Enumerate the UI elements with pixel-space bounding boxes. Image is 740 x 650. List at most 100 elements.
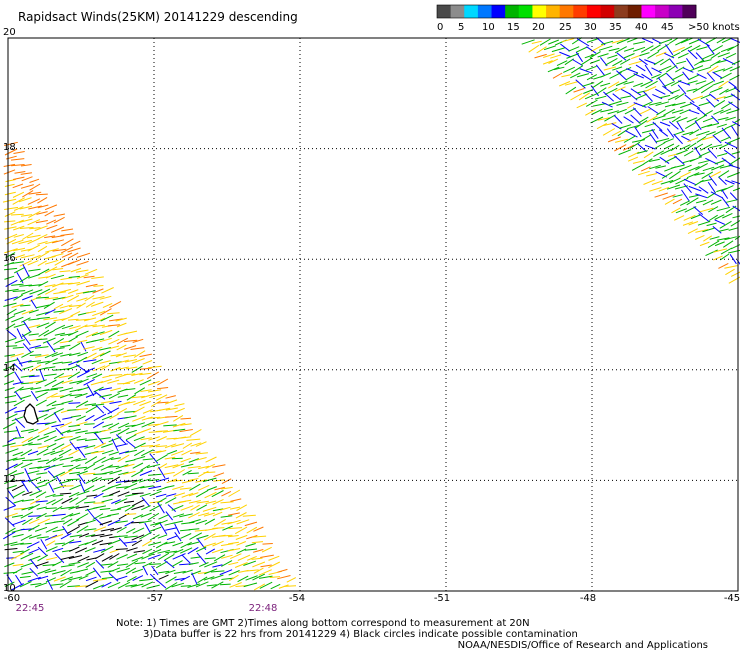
wind-barb — [164, 443, 177, 449]
wind-barb — [45, 477, 57, 485]
wind-barb — [182, 569, 193, 574]
wind-barb — [181, 521, 195, 525]
wind-barb — [679, 200, 691, 206]
wind-barb — [221, 490, 232, 497]
wind-barb — [715, 59, 727, 64]
wind-barb — [711, 44, 723, 52]
wind-barb — [713, 255, 723, 261]
wind-barb — [552, 72, 563, 79]
wind-barb — [85, 576, 97, 582]
wind-barb — [13, 499, 24, 504]
wind-barb — [101, 428, 112, 433]
wind-barb — [100, 563, 113, 566]
wind-barb — [44, 379, 57, 387]
wind-barb — [656, 72, 667, 80]
wind-barb — [37, 245, 48, 253]
wind-barb — [93, 464, 105, 471]
wind-barb — [68, 561, 81, 565]
wind-barb — [671, 73, 684, 81]
wind-barb — [77, 339, 88, 343]
wind-barb — [212, 464, 226, 468]
wind-barb — [131, 395, 146, 399]
wind-barb — [59, 387, 74, 392]
wind-barb — [670, 144, 680, 152]
wind-barb — [21, 289, 34, 295]
wind-barb — [15, 426, 21, 438]
wind-barb — [202, 506, 217, 512]
wind-barb — [198, 484, 210, 491]
wind-barb — [187, 466, 201, 469]
wind-barb — [133, 379, 144, 384]
wind-barbs — [2, 36, 740, 591]
wind-barb — [35, 296, 49, 299]
wind-barb — [85, 580, 99, 588]
wind-barb — [713, 99, 726, 108]
wind-barb — [244, 569, 259, 572]
wind-barb — [117, 454, 130, 463]
wind-barb — [52, 296, 66, 301]
wind-barb — [51, 253, 64, 258]
wind-barb — [4, 517, 15, 527]
wind-barb — [74, 324, 88, 332]
wind-barb — [559, 81, 571, 87]
wind-barb — [599, 72, 612, 78]
wind-barb — [68, 360, 80, 366]
wind-barb — [101, 581, 112, 588]
wind-barb — [93, 578, 107, 582]
wind-barb — [679, 171, 691, 179]
latitude-labels: 20 18 16 14 12 10 — [3, 27, 16, 594]
wind-barb — [5, 496, 16, 506]
wind-barb — [188, 528, 200, 531]
plot-frame — [7, 37, 739, 592]
wind-barb — [708, 93, 720, 102]
wind-barb — [125, 493, 139, 497]
wind-barb — [616, 52, 627, 61]
wind-barb — [206, 584, 217, 587]
wind-barb — [186, 438, 201, 441]
wind-barb — [706, 72, 716, 82]
wind-barb — [171, 504, 184, 511]
wind-barb — [664, 103, 676, 108]
wind-barb — [259, 575, 273, 579]
wind-barb — [20, 172, 32, 175]
wind-barb — [42, 564, 56, 567]
wind-barb — [52, 528, 65, 533]
wind-barb — [173, 469, 185, 477]
wind-barb — [180, 533, 192, 539]
wind-barb — [148, 479, 160, 482]
wind-barb — [171, 560, 183, 567]
wind-barb — [116, 526, 127, 533]
wind-barb — [623, 135, 636, 143]
wind-barb — [60, 233, 74, 236]
wind-barb — [93, 386, 104, 393]
wind-barb — [150, 400, 162, 407]
wind-barb — [575, 46, 588, 53]
wind-barb — [67, 247, 81, 253]
wind-barb — [612, 60, 623, 67]
wind-barb — [51, 498, 64, 506]
wind-barb — [61, 539, 75, 547]
wind-barb — [181, 492, 194, 498]
wind-barb — [76, 280, 90, 286]
map-title: Rapidsact Winds(25KM) 20141229 descendin… — [18, 10, 298, 24]
wind-barb — [710, 51, 721, 60]
wind-barb — [147, 416, 161, 419]
wind-barb — [618, 124, 632, 129]
wind-barb — [45, 248, 59, 253]
wind-barb — [37, 479, 48, 485]
wind-barb — [622, 144, 635, 151]
wind-barb — [4, 562, 15, 568]
plot-area — [2, 36, 740, 592]
wind-barb — [671, 164, 685, 169]
wind-barb — [720, 46, 734, 53]
wind-barb — [663, 108, 676, 116]
wind-barb — [44, 435, 57, 443]
lon-label-45: -45 — [724, 593, 740, 604]
wind-barb — [707, 240, 720, 248]
wind-barb — [252, 535, 267, 538]
wind-barb — [714, 159, 727, 165]
wind-barb — [221, 554, 233, 559]
wind-barb — [60, 555, 75, 560]
wind-barb — [107, 581, 121, 589]
wind-barb — [701, 171, 714, 180]
